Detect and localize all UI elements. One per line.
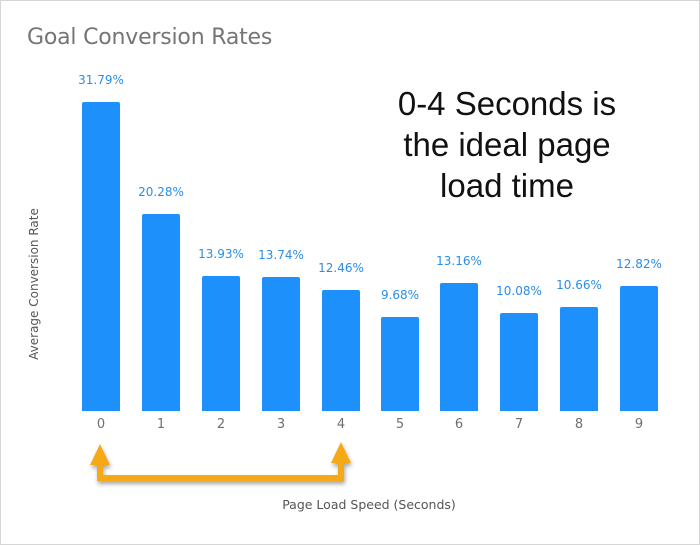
bar-value-label: 31.79% (78, 73, 124, 87)
bar (620, 286, 658, 411)
chart-title: Goal Conversion Rates (27, 25, 273, 50)
x-tick-label: 3 (276, 417, 286, 432)
bar-value-label: 13.74% (258, 248, 304, 263)
bar (202, 275, 240, 411)
bar-value-label: 20.28% (138, 184, 184, 199)
bar (142, 213, 180, 411)
bar (381, 316, 419, 411)
x-tick-label: 2 (216, 417, 226, 432)
x-tick-label: 8 (574, 417, 584, 432)
annotation-text: 0-4 Seconds is the ideal page load time (357, 83, 657, 206)
x-tick-label: 4 (336, 417, 346, 432)
bar (82, 102, 120, 411)
x-tick-label: 1 (156, 417, 166, 432)
x-tick-label: 9 (634, 417, 644, 432)
bar (500, 313, 538, 411)
annotation-line: load time (440, 167, 574, 204)
bar (560, 307, 598, 411)
x-tick-label: 0 (96, 417, 106, 432)
x-axis-label: Page Load Speed (Seconds) (282, 497, 456, 512)
x-tick-label: 7 (514, 417, 524, 432)
bar-value-label: 10.08% (496, 284, 542, 299)
bar-value-label: 13.16% (436, 254, 482, 269)
bar-value-label: 10.66% (556, 278, 602, 293)
x-tick-label: 5 (395, 417, 405, 432)
annotation-line: the ideal page (403, 126, 611, 163)
x-tick-label: 6 (454, 417, 464, 432)
bar (440, 283, 478, 411)
bar-value-label: 13.93% (198, 246, 244, 261)
annotation-line: 0-4 Seconds is (397, 85, 617, 122)
bar-value-label: 12.46% (318, 260, 364, 275)
bar-value-label: 12.82% (616, 257, 662, 272)
bar (322, 289, 360, 411)
bar-value-label: 9.68% (380, 287, 420, 302)
bar (262, 277, 300, 411)
